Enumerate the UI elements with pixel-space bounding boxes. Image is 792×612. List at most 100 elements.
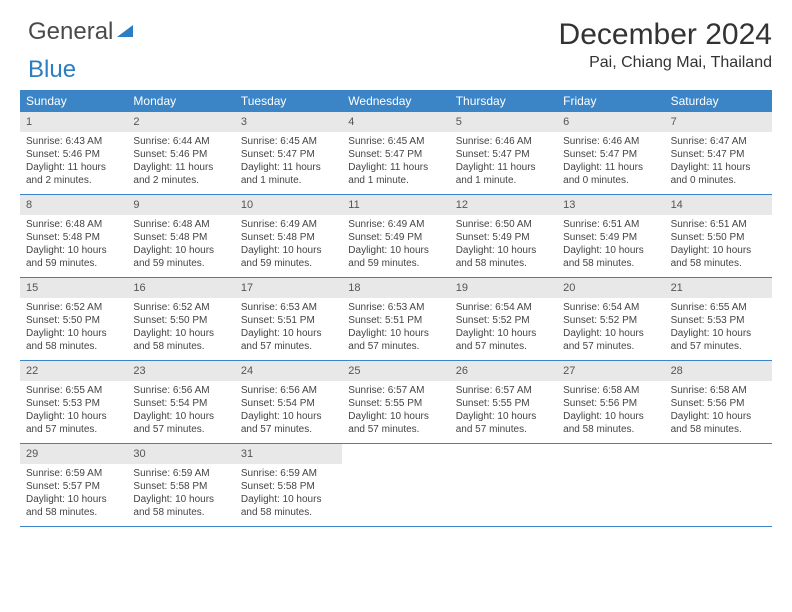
day-body: Sunrise: 6:57 AMSunset: 5:55 PMDaylight:…: [450, 381, 557, 440]
daylight-text: and 59 minutes.: [26, 257, 121, 270]
sunrise-text: Sunrise: 6:48 AM: [133, 218, 228, 231]
daylight-text: and 57 minutes.: [241, 423, 336, 436]
empty-cell: [665, 444, 772, 526]
daylight-text: and 0 minutes.: [563, 174, 658, 187]
day-cell: 3Sunrise: 6:45 AMSunset: 5:47 PMDaylight…: [235, 112, 342, 194]
sunset-text: Sunset: 5:52 PM: [563, 314, 658, 327]
day-number: 31: [235, 444, 342, 464]
day-body: Sunrise: 6:44 AMSunset: 5:46 PMDaylight:…: [127, 132, 234, 191]
day-number: 30: [127, 444, 234, 464]
sunrise-text: Sunrise: 6:53 AM: [241, 301, 336, 314]
week-row: 29Sunrise: 6:59 AMSunset: 5:57 PMDayligh…: [20, 444, 772, 527]
daylight-text: Daylight: 10 hours: [671, 410, 766, 423]
sunset-text: Sunset: 5:49 PM: [563, 231, 658, 244]
day-number: 1: [20, 112, 127, 132]
day-cell: 6Sunrise: 6:46 AMSunset: 5:47 PMDaylight…: [557, 112, 664, 194]
sunrise-text: Sunrise: 6:54 AM: [456, 301, 551, 314]
day-body: Sunrise: 6:50 AMSunset: 5:49 PMDaylight:…: [450, 215, 557, 274]
day-body: Sunrise: 6:48 AMSunset: 5:48 PMDaylight:…: [20, 215, 127, 274]
day-cell: 29Sunrise: 6:59 AMSunset: 5:57 PMDayligh…: [20, 444, 127, 526]
sunset-text: Sunset: 5:48 PM: [241, 231, 336, 244]
sunrise-text: Sunrise: 6:49 AM: [348, 218, 443, 231]
day-number: 16: [127, 278, 234, 298]
sunset-text: Sunset: 5:48 PM: [133, 231, 228, 244]
daylight-text: and 57 minutes.: [133, 423, 228, 436]
daylight-text: Daylight: 10 hours: [563, 244, 658, 257]
sunrise-text: Sunrise: 6:58 AM: [671, 384, 766, 397]
day-number: 9: [127, 195, 234, 215]
daylight-text: Daylight: 10 hours: [456, 410, 551, 423]
daylight-text: Daylight: 11 hours: [26, 161, 121, 174]
daylight-text: and 58 minutes.: [133, 340, 228, 353]
day-number: 20: [557, 278, 664, 298]
sunrise-text: Sunrise: 6:49 AM: [241, 218, 336, 231]
daylight-text: Daylight: 10 hours: [456, 327, 551, 340]
sunrise-text: Sunrise: 6:45 AM: [241, 135, 336, 148]
weekday-header-row: SundayMondayTuesdayWednesdayThursdayFrid…: [20, 90, 772, 112]
sunset-text: Sunset: 5:47 PM: [563, 148, 658, 161]
day-number: 3: [235, 112, 342, 132]
daylight-text: and 57 minutes.: [348, 423, 443, 436]
day-body: Sunrise: 6:52 AMSunset: 5:50 PMDaylight:…: [20, 298, 127, 357]
sunrise-text: Sunrise: 6:52 AM: [133, 301, 228, 314]
weekday-header: Friday: [557, 90, 664, 112]
sunset-text: Sunset: 5:58 PM: [241, 480, 336, 493]
sunrise-text: Sunrise: 6:51 AM: [671, 218, 766, 231]
day-cell: 25Sunrise: 6:57 AMSunset: 5:55 PMDayligh…: [342, 361, 449, 443]
daylight-text: and 1 minute.: [241, 174, 336, 187]
day-number: 2: [127, 112, 234, 132]
sunset-text: Sunset: 5:56 PM: [563, 397, 658, 410]
daylight-text: Daylight: 10 hours: [241, 244, 336, 257]
daylight-text: Daylight: 10 hours: [26, 410, 121, 423]
daylight-text: Daylight: 10 hours: [348, 327, 443, 340]
daylight-text: Daylight: 10 hours: [241, 410, 336, 423]
day-cell: 27Sunrise: 6:58 AMSunset: 5:56 PMDayligh…: [557, 361, 664, 443]
sunrise-text: Sunrise: 6:45 AM: [348, 135, 443, 148]
day-cell: 31Sunrise: 6:59 AMSunset: 5:58 PMDayligh…: [235, 444, 342, 526]
sunrise-text: Sunrise: 6:48 AM: [26, 218, 121, 231]
daylight-text: and 59 minutes.: [241, 257, 336, 270]
daylight-text: Daylight: 10 hours: [26, 493, 121, 506]
day-cell: 16Sunrise: 6:52 AMSunset: 5:50 PMDayligh…: [127, 278, 234, 360]
daylight-text: and 58 minutes.: [671, 257, 766, 270]
daylight-text: Daylight: 10 hours: [348, 410, 443, 423]
daylight-text: and 58 minutes.: [26, 506, 121, 519]
daylight-text: and 59 minutes.: [348, 257, 443, 270]
weekday-header: Thursday: [450, 90, 557, 112]
daylight-text: Daylight: 11 hours: [671, 161, 766, 174]
daylight-text: and 58 minutes.: [563, 257, 658, 270]
day-cell: 24Sunrise: 6:56 AMSunset: 5:54 PMDayligh…: [235, 361, 342, 443]
day-body: Sunrise: 6:51 AMSunset: 5:49 PMDaylight:…: [557, 215, 664, 274]
daylight-text: Daylight: 10 hours: [133, 244, 228, 257]
daylight-text: Daylight: 10 hours: [133, 327, 228, 340]
sunset-text: Sunset: 5:46 PM: [133, 148, 228, 161]
sunset-text: Sunset: 5:50 PM: [26, 314, 121, 327]
day-cell: 28Sunrise: 6:58 AMSunset: 5:56 PMDayligh…: [665, 361, 772, 443]
day-body: Sunrise: 6:55 AMSunset: 5:53 PMDaylight:…: [20, 381, 127, 440]
day-number: 15: [20, 278, 127, 298]
day-cell: 1Sunrise: 6:43 AMSunset: 5:46 PMDaylight…: [20, 112, 127, 194]
daylight-text: Daylight: 10 hours: [133, 493, 228, 506]
daylight-text: Daylight: 11 hours: [348, 161, 443, 174]
sunrise-text: Sunrise: 6:46 AM: [456, 135, 551, 148]
daylight-text: Daylight: 10 hours: [563, 410, 658, 423]
day-cell: 7Sunrise: 6:47 AMSunset: 5:47 PMDaylight…: [665, 112, 772, 194]
day-number: 6: [557, 112, 664, 132]
day-number: 8: [20, 195, 127, 215]
empty-cell: [557, 444, 664, 526]
empty-cell: [450, 444, 557, 526]
sunset-text: Sunset: 5:53 PM: [26, 397, 121, 410]
sunrise-text: Sunrise: 6:46 AM: [563, 135, 658, 148]
day-cell: 14Sunrise: 6:51 AMSunset: 5:50 PMDayligh…: [665, 195, 772, 277]
day-cell: 13Sunrise: 6:51 AMSunset: 5:49 PMDayligh…: [557, 195, 664, 277]
day-number: 29: [20, 444, 127, 464]
daylight-text: and 58 minutes.: [133, 506, 228, 519]
sunset-text: Sunset: 5:49 PM: [456, 231, 551, 244]
day-number: 28: [665, 361, 772, 381]
logo-triangle-icon: [115, 18, 135, 46]
day-number: 11: [342, 195, 449, 215]
day-body: Sunrise: 6:57 AMSunset: 5:55 PMDaylight:…: [342, 381, 449, 440]
day-number: 7: [665, 112, 772, 132]
sunset-text: Sunset: 5:51 PM: [348, 314, 443, 327]
logo-text-1: General: [28, 18, 113, 46]
